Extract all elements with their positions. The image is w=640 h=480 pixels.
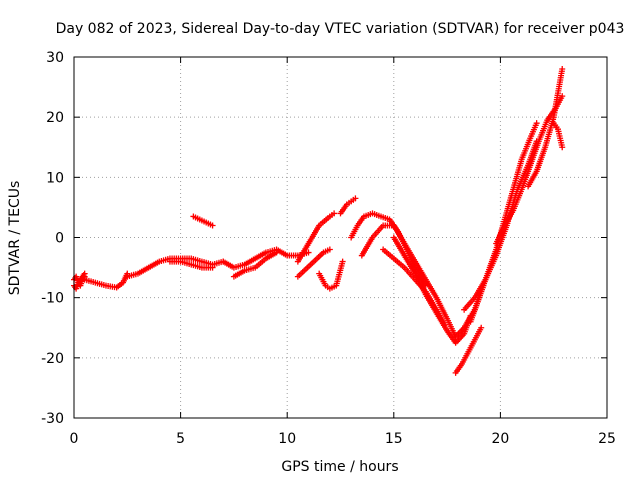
x-tick-label: 20 [491, 431, 509, 447]
data-point [331, 210, 338, 217]
series-sat-track-5 [166, 258, 216, 271]
plot-frame [73, 56, 608, 419]
tick-labels: 0 5 10 15 20 25 -30 -20 -10 0 10 20 30 [41, 50, 616, 447]
data-point [478, 324, 485, 331]
series-sat-track-4 [124, 255, 227, 280]
y-tick-label: 20 [46, 110, 64, 126]
y-tick-label: 0 [55, 231, 64, 247]
data-point [305, 249, 312, 256]
axis-ticks [73, 56, 608, 419]
series-sat-track-9 [294, 210, 338, 265]
data-point [559, 144, 566, 151]
y-tick-label: -20 [41, 351, 64, 367]
series-sat-track-10 [294, 246, 333, 280]
series-sat-track-6 [190, 213, 216, 229]
data-point [559, 93, 566, 100]
data-point [326, 246, 333, 253]
x-axis-label: GPS time / hours [281, 459, 398, 475]
series-sat-track-21 [525, 66, 566, 190]
series-sat-track-20 [493, 93, 566, 247]
y-tick-label: 10 [46, 170, 64, 186]
x-tick-label: 10 [278, 431, 296, 447]
y-tick-label: -30 [41, 411, 64, 427]
series-sat-track-2 [71, 273, 88, 289]
series-sat-track-11 [316, 258, 346, 292]
x-tick-label: 15 [385, 431, 403, 447]
series-sat-track-7 [220, 246, 312, 271]
x-tick-label: 5 [176, 431, 185, 447]
x-tick-label: 25 [598, 431, 616, 447]
x-tick-label: 0 [70, 431, 79, 447]
data-point [273, 249, 280, 256]
series-sat-track-12 [337, 195, 359, 217]
data-point [352, 195, 359, 202]
y-tick-label: -10 [41, 291, 64, 307]
data-point [209, 264, 216, 271]
y-axis-label: SDTVAR / TECUs [7, 181, 23, 296]
data-point [559, 66, 566, 73]
data-point [209, 222, 216, 229]
series-sat-track-3 [81, 270, 131, 291]
data-point [441, 321, 448, 328]
data-point [533, 120, 540, 127]
series-sat-track-16 [380, 246, 448, 328]
series-sat-track-8 [230, 249, 280, 280]
data-markers [71, 66, 566, 376]
y-tick-label: 30 [46, 50, 64, 66]
data-point [339, 258, 346, 265]
series-sat-track-22 [550, 120, 566, 151]
chart-title: Day 082 of 2023, Sidereal Day-to-day VTE… [56, 21, 625, 37]
series-sat-track-17 [452, 324, 485, 376]
grid-lines [74, 57, 607, 418]
